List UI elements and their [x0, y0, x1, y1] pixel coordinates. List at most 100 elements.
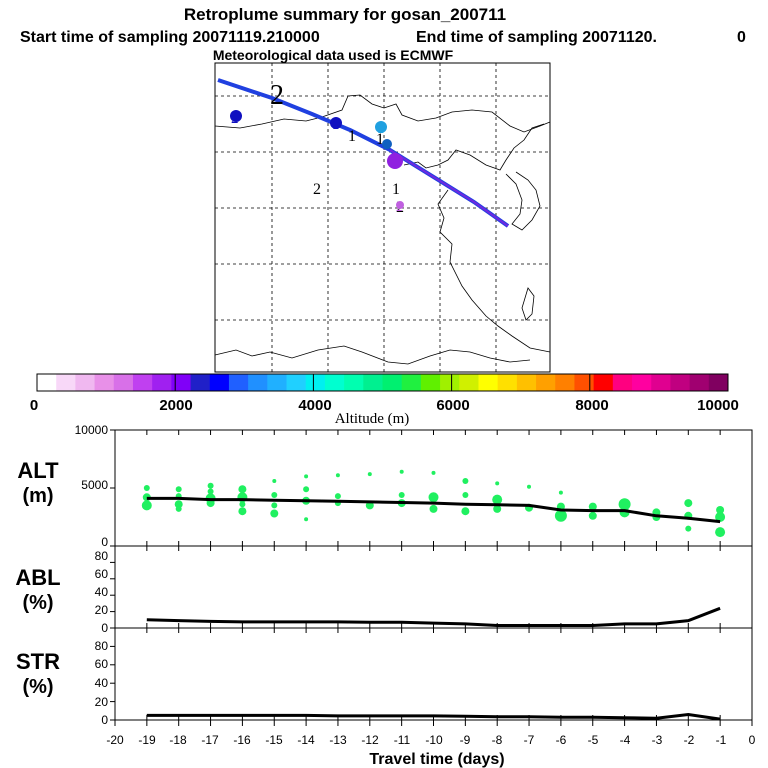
- colorbar-swatch: [689, 374, 710, 391]
- alt-scatter-point: [527, 484, 531, 489]
- str-panel-frame: [114, 627, 753, 721]
- colorbar-swatch: [324, 374, 345, 391]
- alt-scatter-point: [399, 469, 404, 474]
- alt-scatter-point: [588, 502, 597, 511]
- x-tick-label: -3: [652, 733, 663, 747]
- alt-scatter-point: [335, 473, 340, 478]
- colorbar-tick-label: 0: [30, 397, 38, 414]
- alt-scatter-point: [588, 511, 597, 520]
- alt-y-tick-label: 5000: [81, 478, 108, 492]
- colorbar-swatch: [113, 374, 134, 391]
- colorbar-swatch: [651, 374, 671, 391]
- alt-panel-label: ALT: [17, 458, 59, 483]
- colorbar-swatch: [536, 374, 556, 391]
- alt-scatter-point: [175, 505, 182, 512]
- x-tick-label: -1: [716, 733, 727, 747]
- x-tick-label: -17: [201, 733, 219, 747]
- alt-scatter-point: [175, 486, 182, 493]
- colorbar-swatch: [401, 374, 422, 391]
- alt-scatter-point: [207, 482, 214, 489]
- sampling-end-label: End time of sampling 20071120.: [416, 29, 657, 46]
- x-tick-label: -4: [620, 733, 631, 747]
- colorbar-swatch: [632, 374, 652, 391]
- abl-series-line: [146, 606, 721, 627]
- x-tick-label: -16: [233, 733, 251, 747]
- abl-panel-unit: (%): [22, 592, 53, 614]
- x-tick-label: -14: [297, 733, 315, 747]
- map-marker-label: 1: [332, 118, 339, 133]
- colorbar-swatch: [708, 374, 729, 391]
- map-marker-dot: [387, 153, 403, 169]
- alt-scatter-point: [462, 492, 469, 498]
- figure-title: Retroplume summary for gosan_200711: [184, 5, 506, 24]
- alt-scatter-point: [554, 509, 567, 522]
- map-marker-label: 1: [383, 137, 390, 152]
- abl-y-tick-label: 0: [101, 621, 108, 635]
- colorbar-swatch: [228, 374, 249, 391]
- alt-scatter-point: [429, 504, 438, 513]
- map-frame: [214, 62, 551, 373]
- x-tick-label: 0: [749, 733, 756, 747]
- colorbar-swatch: [94, 374, 115, 391]
- map-marker-dot: [330, 117, 342, 129]
- colorbar-swatch: [267, 374, 288, 391]
- x-tick-label: -11: [394, 733, 411, 747]
- colorbar-tick-label: 2000: [159, 397, 192, 414]
- alt-scatter-point: [398, 492, 405, 498]
- colorbar-swatch: [56, 374, 76, 391]
- x-tick-label: -19: [138, 733, 156, 747]
- coastline-taiwan: [521, 287, 535, 321]
- colorbar-swatch: [344, 374, 364, 391]
- x-tick-label: -20: [106, 733, 124, 747]
- map-marker-label: 1: [390, 156, 397, 171]
- colorbar-swatch: [171, 374, 192, 391]
- alt-scatter-point: [271, 502, 278, 509]
- coastline-north: [214, 94, 551, 133]
- colorbar-swatch: [612, 374, 633, 391]
- map-label: 2: [313, 181, 321, 198]
- alt-scatter-point: [684, 499, 693, 508]
- alt-scatter-point: [492, 494, 503, 505]
- map-marker-label: 2: [396, 199, 403, 214]
- colorbar-swatch: [420, 374, 441, 391]
- alt-scatter-point: [238, 507, 247, 516]
- x-tick-label: -8: [492, 733, 503, 747]
- colorbar-tick-label: 8000: [575, 397, 608, 414]
- colorbar-swatch: [209, 374, 230, 391]
- colorbar-swatch: [670, 374, 691, 391]
- alt-scatter-point: [716, 506, 725, 514]
- coastline-korea: [505, 171, 541, 231]
- alt-scatter-point: [272, 479, 277, 483]
- colorbar-swatch: [363, 374, 383, 391]
- x-tick-label: -7: [524, 733, 535, 747]
- map-marker-label: 1: [377, 122, 384, 137]
- str-y-tick-label: 0: [101, 713, 108, 727]
- colorbar-swatch: [305, 374, 326, 391]
- alt-scatter-point: [428, 492, 439, 503]
- trajectory-map: 2 1 1 2 1 2 2 1 1 1 1 2: [214, 62, 551, 373]
- colorbar-swatch: [248, 374, 268, 391]
- map-markers: 2 1 1 1 1 2: [230, 110, 404, 214]
- colorbar-swatch: [75, 374, 96, 391]
- colorbar-swatch: [497, 374, 518, 391]
- alt-y-tick-labels: 0 5000 10000: [75, 423, 109, 549]
- alt-scatter-point: [715, 512, 726, 522]
- map-marker-dot: [230, 110, 242, 122]
- x-tick-label: -5: [588, 733, 599, 747]
- map-marker-dot: [382, 139, 392, 149]
- alt-scatter-point: [715, 527, 726, 538]
- alt-scatter-point: [304, 474, 309, 479]
- x-tick-label: -15: [265, 733, 283, 747]
- alt-panel-unit: (m): [22, 485, 53, 507]
- colorbar-tick-label: 10000: [697, 397, 739, 414]
- altitude-colorbar: [36, 373, 729, 392]
- x-tick-label: -18: [169, 733, 187, 747]
- colorbar-swatch: [286, 374, 307, 391]
- alt-scatter-point: [270, 509, 279, 518]
- alt-y-tick-label: 10000: [75, 423, 109, 437]
- alt-scatter-point: [303, 486, 310, 493]
- map-marker-dot: [375, 121, 387, 133]
- alt-scatter-point: [238, 485, 247, 494]
- colorbar-swatch: [555, 374, 575, 391]
- colorbar-swatch: [593, 374, 614, 391]
